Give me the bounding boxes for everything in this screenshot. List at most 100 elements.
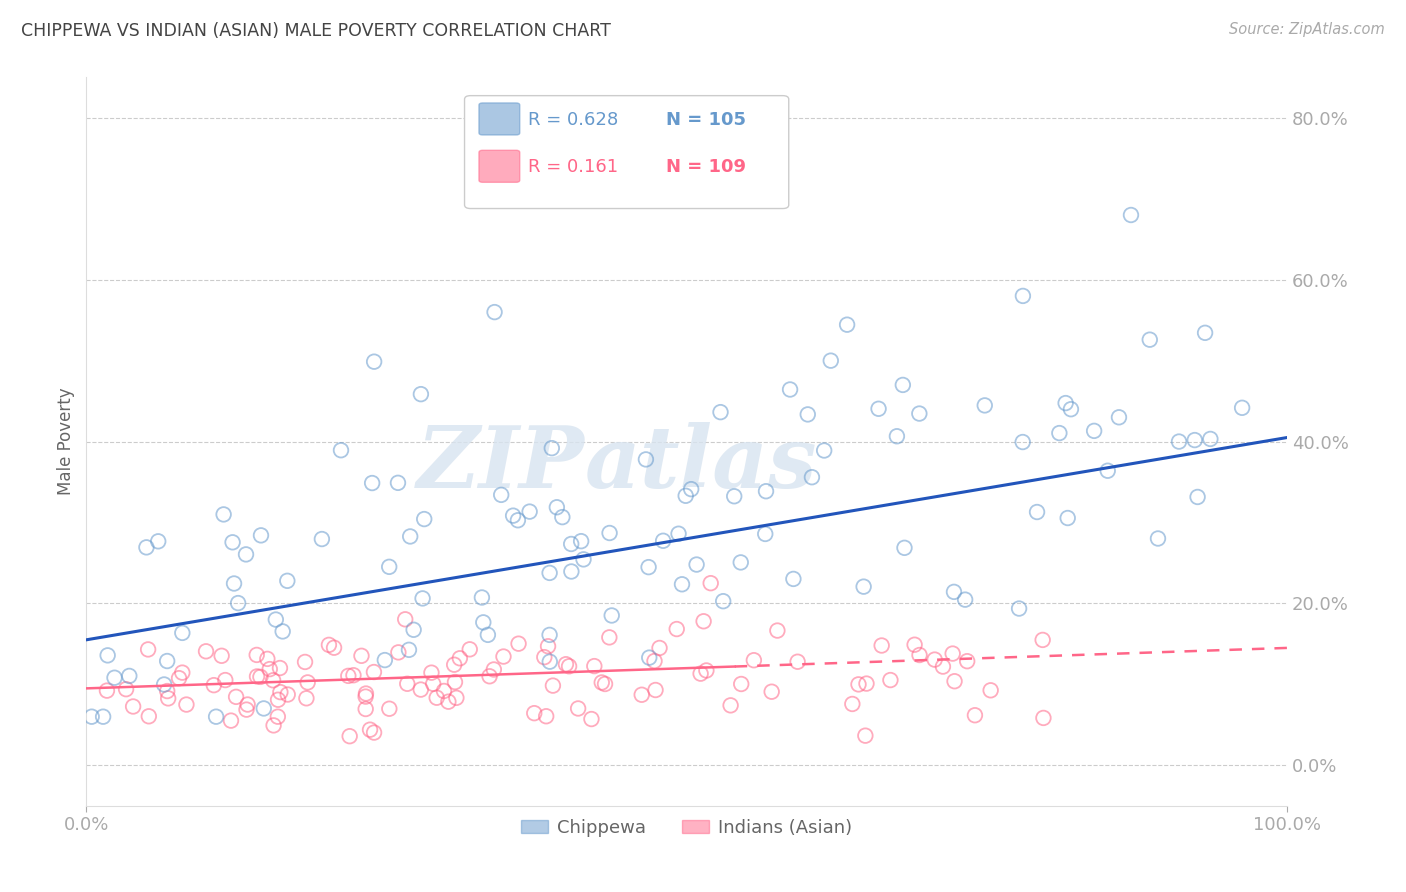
Point: [1108, 410, 1130, 425]
Point: [172, 665, 194, 680]
Point: [1012, 289, 1035, 303]
FancyBboxPatch shape: [464, 95, 789, 209]
Point: [886, 429, 908, 443]
Point: [755, 484, 778, 499]
Point: [482, 663, 505, 677]
Point: [1056, 511, 1078, 525]
Point: [135, 541, 157, 555]
Legend: Chippewa, Indians (Asian): Chippewa, Indians (Asian): [513, 812, 859, 844]
Point: [533, 650, 555, 665]
Point: [1184, 433, 1206, 447]
Point: [267, 692, 290, 706]
Point: [311, 532, 333, 546]
Point: [797, 408, 820, 422]
Point: [478, 669, 501, 683]
Point: [263, 718, 285, 732]
Point: [560, 565, 582, 579]
Point: [96, 683, 118, 698]
Point: [855, 676, 877, 690]
Point: [540, 441, 562, 455]
FancyBboxPatch shape: [479, 103, 520, 135]
Point: [835, 318, 858, 332]
Point: [402, 623, 425, 637]
Point: [852, 580, 875, 594]
Point: [508, 637, 530, 651]
Point: [354, 687, 377, 701]
Point: [754, 527, 776, 541]
Point: [256, 652, 278, 666]
Point: [523, 706, 546, 721]
Point: [742, 653, 765, 667]
Point: [908, 407, 931, 421]
Point: [433, 684, 456, 698]
Point: [318, 638, 340, 652]
Point: [786, 655, 808, 669]
Point: [1032, 711, 1054, 725]
Point: [363, 665, 385, 679]
Point: [378, 559, 401, 574]
Point: [409, 682, 432, 697]
Point: [1011, 435, 1033, 450]
Point: [446, 690, 468, 705]
Point: [1026, 505, 1049, 519]
Point: [558, 659, 581, 673]
Point: [820, 353, 842, 368]
Point: [1083, 424, 1105, 438]
Point: [361, 476, 384, 491]
Point: [893, 541, 915, 555]
Point: [420, 665, 443, 680]
Point: [644, 683, 666, 698]
Point: [259, 662, 281, 676]
Point: [648, 640, 671, 655]
Point: [1194, 326, 1216, 340]
Point: [1187, 490, 1209, 504]
Point: [172, 626, 194, 640]
Point: [246, 648, 269, 662]
Point: [458, 642, 481, 657]
Point: [1119, 208, 1142, 222]
Point: [1139, 333, 1161, 347]
Point: [103, 671, 125, 685]
Point: [157, 691, 180, 706]
Text: R = 0.628: R = 0.628: [529, 111, 619, 128]
Point: [297, 675, 319, 690]
Point: [980, 683, 1002, 698]
Text: Source: ZipAtlas.com: Source: ZipAtlas.com: [1229, 22, 1385, 37]
Point: [761, 684, 783, 698]
Point: [374, 653, 396, 667]
Point: [709, 405, 731, 419]
Point: [444, 675, 467, 690]
Point: [221, 535, 243, 549]
Point: [534, 709, 557, 723]
Point: [692, 614, 714, 628]
Point: [634, 452, 657, 467]
Point: [723, 489, 745, 503]
Point: [538, 566, 561, 580]
Point: [644, 654, 666, 668]
Point: [211, 648, 233, 663]
Point: [932, 659, 955, 673]
Point: [437, 695, 460, 709]
Point: [681, 482, 703, 496]
Point: [502, 508, 524, 523]
Text: CHIPPEWA VS INDIAN (ASIAN) MALE POVERTY CORRELATION CHART: CHIPPEWA VS INDIAN (ASIAN) MALE POVERTY …: [21, 22, 612, 40]
Point: [205, 709, 228, 723]
Point: [813, 443, 835, 458]
Point: [277, 688, 299, 702]
Point: [342, 668, 364, 682]
Point: [492, 649, 515, 664]
Point: [537, 639, 560, 653]
Point: [264, 613, 287, 627]
Point: [652, 533, 675, 548]
Point: [156, 684, 179, 698]
Point: [337, 669, 360, 683]
Point: [267, 709, 290, 723]
Point: [471, 591, 494, 605]
Point: [541, 679, 564, 693]
Point: [779, 383, 801, 397]
Point: [136, 642, 159, 657]
Point: [477, 628, 499, 642]
Point: [638, 650, 661, 665]
Point: [399, 529, 422, 543]
Point: [519, 505, 541, 519]
